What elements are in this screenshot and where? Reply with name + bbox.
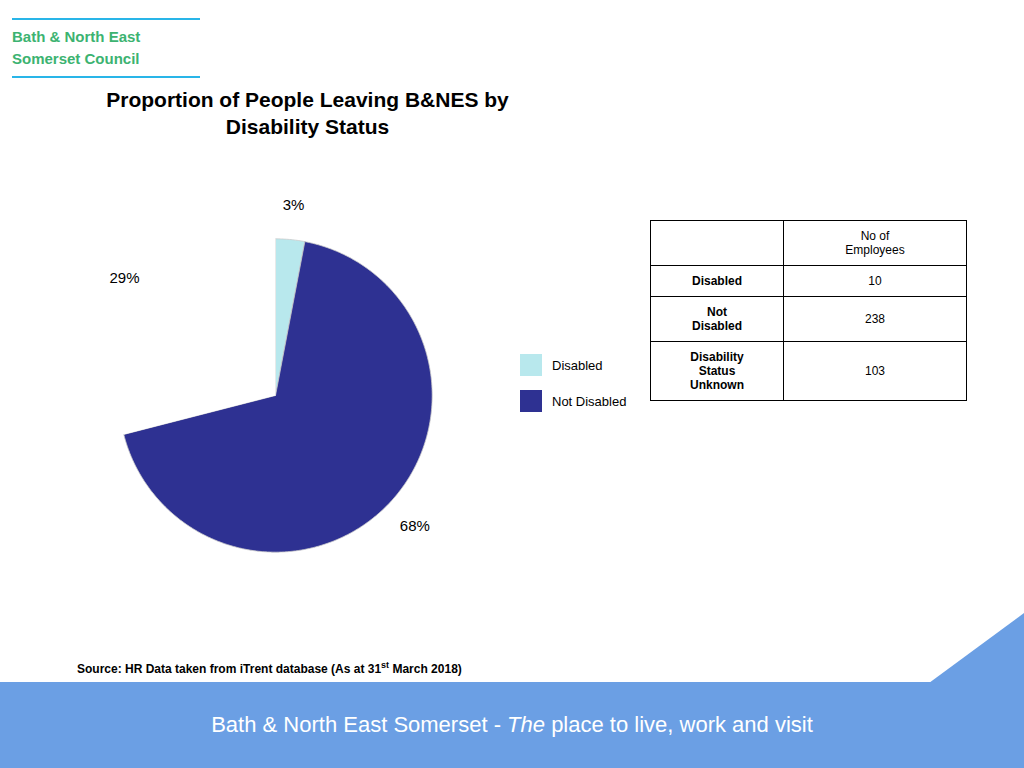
html-text:Disabled: Disabled bbox=[552, 357, 603, 373]
html-text:Not Disabled: Not Disabled bbox=[552, 393, 627, 409]
html-text:Not Disabled: Not Disabled bbox=[692, 305, 742, 333]
html-text:Bath & North East Somerset - T: Bath & North East Somerset - The place t… bbox=[211, 712, 813, 737]
html-text:10: 10 bbox=[868, 274, 882, 288]
html-text:Disability Status: Disability Status bbox=[225, 115, 390, 139]
html-text:Disabled: Disabled bbox=[692, 274, 742, 288]
html-text:238: 238 bbox=[865, 312, 885, 326]
html-text:No of Employees: No of Employees bbox=[845, 229, 905, 257]
html-text:103: 103 bbox=[865, 364, 885, 378]
html-text:Somerset Council: Somerset Council bbox=[12, 49, 140, 67]
svg-text:29%: 29% bbox=[109, 269, 139, 286]
html-text:Proportion of People Leaving B: Proportion of People Leaving B&NES by bbox=[106, 88, 509, 111]
html-text:Source: HR Data taken from iTr: Source: HR Data taken from iTrent databa… bbox=[77, 660, 462, 676]
svg-text:68%: 68% bbox=[400, 517, 430, 534]
html-text:Disability Status Unknown: Disability Status Unknown bbox=[690, 350, 744, 392]
html-text:Bath & North East: Bath & North East bbox=[12, 28, 141, 45]
svg-text:3%: 3% bbox=[283, 196, 305, 213]
